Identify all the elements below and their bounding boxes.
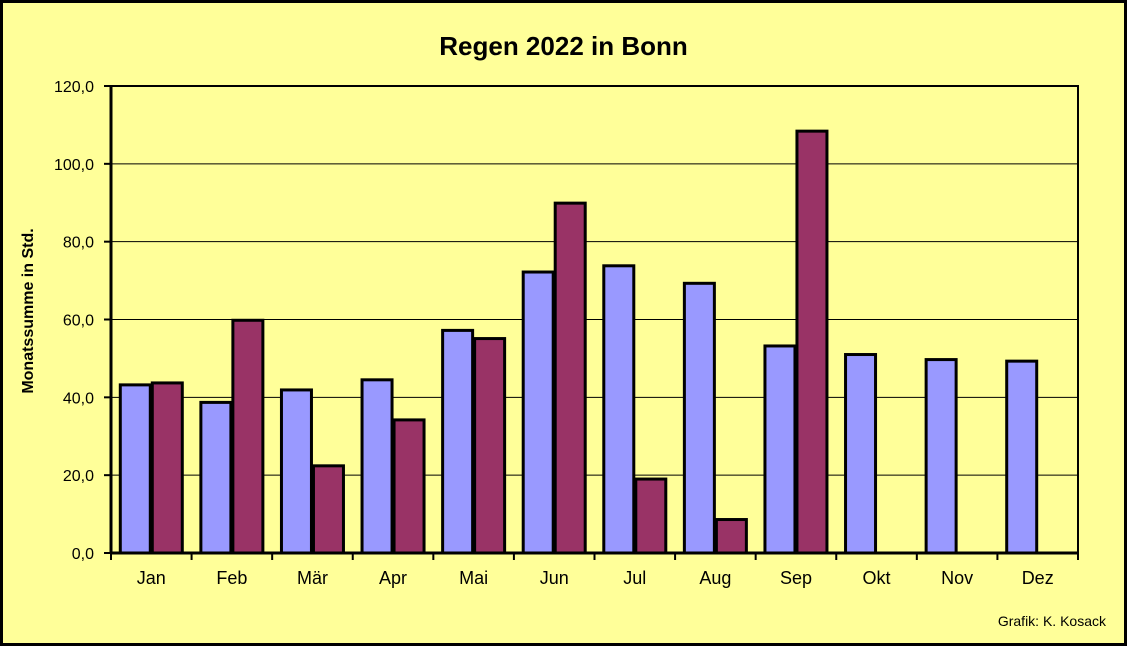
y-tick-label: 40,0 <box>63 390 94 407</box>
x-tick-label: Mär <box>297 568 328 588</box>
x-tick-label: Feb <box>216 568 247 588</box>
x-tick-label: Apr <box>379 568 407 588</box>
chart-title: Regen 2022 in Bonn <box>439 31 688 61</box>
x-tick-label: Dez <box>1022 568 1054 588</box>
x-tick-label: Mai <box>459 568 488 588</box>
bar-Okt-series-1 <box>844 353 878 555</box>
y-tick-label: 120,0 <box>54 79 94 96</box>
y-tick-label: 100,0 <box>54 157 94 174</box>
x-tick-label: Sep <box>780 568 812 588</box>
bar-Apr-series-2 <box>392 418 426 555</box>
y-tick-label: 80,0 <box>63 235 94 252</box>
bar-Feb-series-2 <box>231 318 265 555</box>
bar-Mär-series-1 <box>279 388 313 555</box>
bar-Aug-series-1 <box>682 281 716 555</box>
x-tick-label: Nov <box>941 568 973 588</box>
credit-text: Grafik: K. Kosack <box>997 613 1106 629</box>
x-tick-label: Okt <box>863 568 891 588</box>
bar-Aug-series-2 <box>714 518 748 555</box>
bar-Jun-series-2 <box>553 201 587 555</box>
bar-Jul-series-2 <box>634 477 668 555</box>
bar-Jul-series-1 <box>602 264 636 555</box>
bar-Mär-series-2 <box>311 464 345 555</box>
bar-Feb-series-1 <box>199 400 233 555</box>
bar-Dez-series-1 <box>1005 359 1039 555</box>
y-tick-label: 20,0 <box>63 468 94 485</box>
bar-Apr-series-1 <box>360 378 394 555</box>
y-tick-label: 60,0 <box>63 313 94 330</box>
bar-Jan-series-1 <box>118 383 152 555</box>
bar-Jun-series-1 <box>521 270 555 555</box>
y-tick-label: 0,0 <box>72 546 94 563</box>
bar-Sep-series-1 <box>763 344 797 555</box>
bar-Nov-series-1 <box>924 358 958 555</box>
x-tick-label: Jun <box>540 568 569 588</box>
bar-Jan-series-2 <box>150 381 184 555</box>
axes <box>104 85 1079 560</box>
bar-Sep-series-2 <box>795 129 829 555</box>
bar-Mai-series-1 <box>441 328 475 555</box>
x-tick-label: Jul <box>623 568 646 588</box>
bars <box>118 129 1039 555</box>
y-tick-labels: 0,0 20,0 40,0 60,0 80,0 100,0 120,0 <box>54 79 94 563</box>
bar-Mai-series-2 <box>473 337 507 555</box>
x-tick-label: Jan <box>137 568 166 588</box>
x-tick-labels: Jan Feb Mär Apr Mai Jun Jul Aug Sep Okt Nov Dez <box>137 568 1054 588</box>
x-tick-label: Aug <box>699 568 731 588</box>
